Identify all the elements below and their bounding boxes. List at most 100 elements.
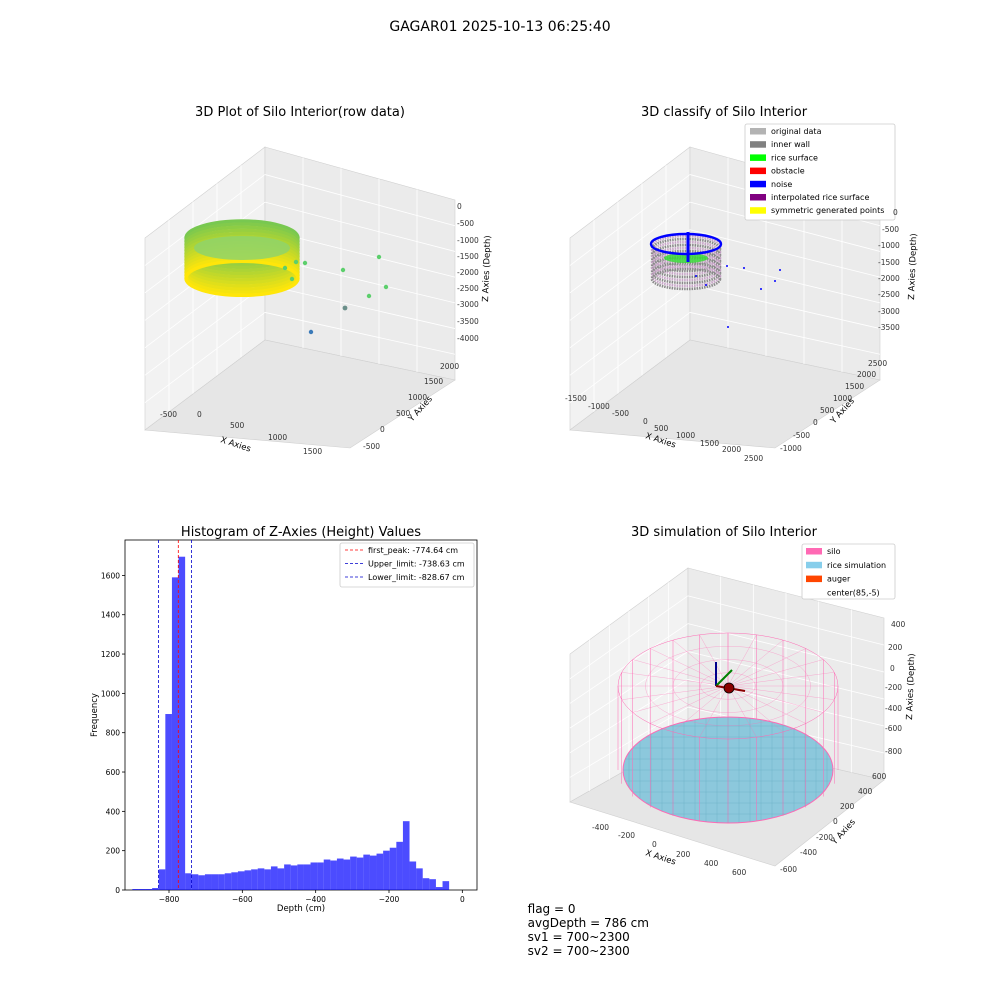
raw-ytick: -500 [363,442,380,451]
simulation-xlabel: X Axies [644,848,677,867]
raw-xtick: 1000 [268,433,287,442]
histogram-bar [138,889,146,890]
histogram-bar [158,869,166,890]
histogram-bar [204,874,212,890]
histogram-bars [132,556,450,890]
histogram-bar [356,857,364,890]
histogram-legend-label: Lower_limit: -828.67 cm [368,573,465,582]
histogram-bar [231,872,238,890]
raw-ytick: 0 [380,425,385,434]
classify-ztick: -3500 [878,323,900,332]
classify-ytick: 1500 [845,382,864,391]
simulation-panel-title: 3D simulation of Silo Interior [631,525,818,540]
legend-label: silo [827,547,841,556]
simulation-ytick: -400 [800,848,817,857]
histogram-bar [416,868,423,890]
raw-3d-panel: 3D Plot of Silo Interior(row data) -500 … [144,105,493,456]
histogram-bar [270,866,278,890]
histogram-bar [330,860,337,890]
legend-swatch [750,194,766,201]
simulation-ztick: -400 [885,704,902,713]
simulation-ytick: -200 [816,833,833,842]
histogram-bar [435,887,443,890]
histogram-ytick-label: 600 [106,768,121,777]
histogram-bar [290,865,298,890]
simulation-ytick: 400 [858,787,873,796]
histogram-bar [178,556,186,890]
legend-label: original data [771,127,822,136]
classify-xtick: 1500 [700,439,719,448]
legend-swatch [806,589,822,596]
histogram-ylabel: Frequency [90,693,100,737]
raw-ztick: 0 [457,202,462,211]
classify-xtick: -1500 [565,394,587,403]
raw-ztick: -500 [457,219,474,228]
histogram-bar [165,714,172,890]
status-avg-depth: avgDepth = 786 cm [527,916,649,930]
simulation-grid [569,576,885,791]
histogram-bar [152,888,159,890]
histogram-bar [429,879,436,890]
histogram-bar [218,874,225,890]
simulation-ztick: 0 [890,664,895,673]
classify-ytick: -1000 [780,444,802,453]
simulation-xtick: 200 [676,850,691,859]
histogram-bar [343,859,351,890]
raw-ztick: -1000 [457,236,479,245]
raw-xtick: 1500 [303,447,322,456]
histogram-xtick-label: −200 [379,895,400,904]
legend-swatch [750,167,766,175]
classify-legend: original data inner wall rice surface obsta… [744,123,896,221]
simulation-ztick: 400 [891,620,906,629]
histogram-xtick-label: 0 [460,895,465,904]
legend-swatch [806,561,822,569]
classify-panel-title: 3D classify of Silo Interior [641,105,808,120]
simulation-auger [715,662,746,694]
legend-label: rice surface [771,153,818,162]
legend-swatch [806,575,822,583]
histogram-bar [369,855,377,890]
simulation-ztick: 200 [888,643,903,652]
classify-xtick: -500 [612,409,629,418]
histogram-bar [350,856,357,890]
histogram-bar [336,858,344,890]
histogram-bar [383,850,390,890]
histogram-legend: first_peak: -774.64 cm Upper_limit: -738.… [339,542,475,588]
raw-ytick: 2000 [440,362,459,371]
histogram-bar [191,874,199,890]
histogram-bar [145,889,153,890]
classify-ztick: -1000 [878,241,900,250]
raw-floor-pane [144,339,456,449]
histogram-xlabel: Depth (cm) [277,904,325,914]
legend-swatch [806,548,822,555]
simulation-ytick: 0 [833,817,838,826]
histogram-bar [132,889,139,890]
status-sv1: sv1 = 700~2300 [527,930,630,944]
histogram-bar [277,868,285,890]
histogram-reference-lines [158,540,192,890]
histogram-ytick-label: 200 [106,847,121,856]
histogram-bar [323,859,331,890]
simulation-ytick: -600 [780,865,797,874]
histogram-ytick-label: 800 [106,729,121,738]
simulation-xtick: -200 [618,831,635,840]
raw-ztick: -2500 [457,284,479,293]
histogram-y-ticks: 0 200 400 600 800 1000 1200 1400 1600 [101,571,125,895]
histogram-legend-label: first_peak: -774.64 cm [368,546,458,555]
histogram-bar [251,869,258,890]
histogram-bar [257,868,265,890]
histogram-xtick-label: −800 [159,895,180,904]
raw-ztick: -3000 [457,300,479,309]
histogram-bar [171,577,179,890]
classify-ytick: 0 [813,418,818,427]
classify-ytick: 2500 [868,359,887,368]
histogram-panel: Histogram of Z-Axies (Height) Values −80… [90,525,478,914]
histogram-bar [198,875,205,890]
status-flag: flag = 0 [527,902,576,916]
classify-xtick: -1000 [588,402,610,411]
classify-3d-panel: 3D classify of Silo Interior original da… [565,105,919,463]
status-line: flag = 0 avgDepth = 786 cm sv1 = 700~230… [520,888,655,958]
raw-ztick: -3500 [457,317,479,326]
raw-zlabel: Z Axies (Depth) [481,235,493,302]
